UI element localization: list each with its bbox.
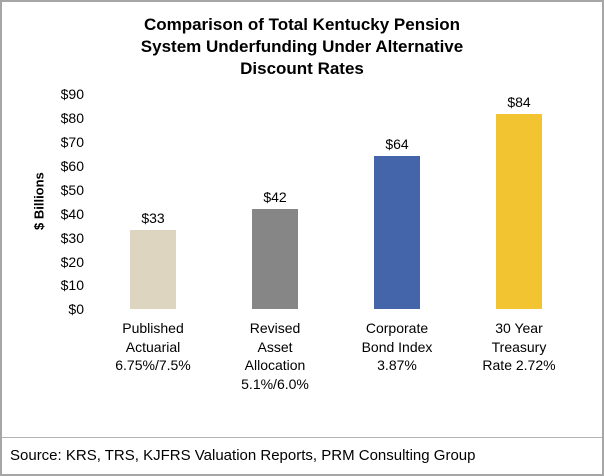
y-tick-label: $0 [68, 301, 84, 318]
bar-value-label: $64 [385, 136, 409, 153]
x-axis-label: 30 Year Treasury Rate 2.72% [482, 320, 556, 374]
chart-area: $ Billions $0 $10 $20 $30 $40 $50 $60 $70 $80 $90… [30, 86, 580, 393]
bar [496, 114, 542, 310]
y-tick-label: $10 [60, 277, 84, 294]
bar-group: $84 30 Year Treasury Rate 2.72% [458, 94, 580, 393]
y-tick-label: $20 [60, 253, 84, 270]
bar-group: $64 Corporate Bond Index 3.87% [336, 94, 458, 393]
bar-group: $33 Published Actuarial 6.75%/7.5% [92, 94, 214, 393]
y-tick-label: $50 [60, 181, 84, 198]
y-tick-label: $80 [60, 110, 84, 127]
y-axis-title: $ Billions [31, 172, 47, 231]
y-axis-ticks: $0 $10 $20 $30 $40 $50 $60 $70 $80 $90 [48, 86, 92, 317]
bar-zone: $33 [130, 94, 176, 310]
x-axis-label: Revised Asset Allocation 5.1%/6.0% [241, 320, 309, 392]
bar-zone: $42 [252, 94, 298, 310]
bar-group: $42 Revised Asset Allocation 5.1%/6.0% [214, 94, 336, 393]
y-tick-label: $40 [60, 205, 84, 222]
bar-zone: $64 [374, 94, 420, 310]
bar-value-label: $42 [263, 188, 287, 205]
x-axis-label: Corporate Bond Index 3.87% [361, 320, 433, 374]
source-note: Source: KRS, TRS, KJFRS Valuation Report… [2, 437, 602, 464]
bar [252, 208, 298, 310]
bar-value-label: $33 [141, 210, 165, 227]
y-tick-label: $70 [60, 134, 84, 151]
x-axis-label: Published Actuarial 6.75%/7.5% [115, 320, 191, 374]
bar [130, 230, 176, 310]
bar-value-label: $84 [507, 94, 531, 111]
plot-area: $33 Published Actuarial 6.75%/7.5% $42 Revise… [92, 94, 580, 393]
y-tick-label: $60 [60, 157, 84, 174]
bar-zone: $84 [496, 94, 542, 310]
y-tick-label: $90 [60, 86, 84, 103]
bar [374, 156, 420, 310]
chart-title: Comparison of Total Kentucky Pension Syst… [140, 15, 464, 79]
y-tick-label: $30 [60, 229, 84, 246]
